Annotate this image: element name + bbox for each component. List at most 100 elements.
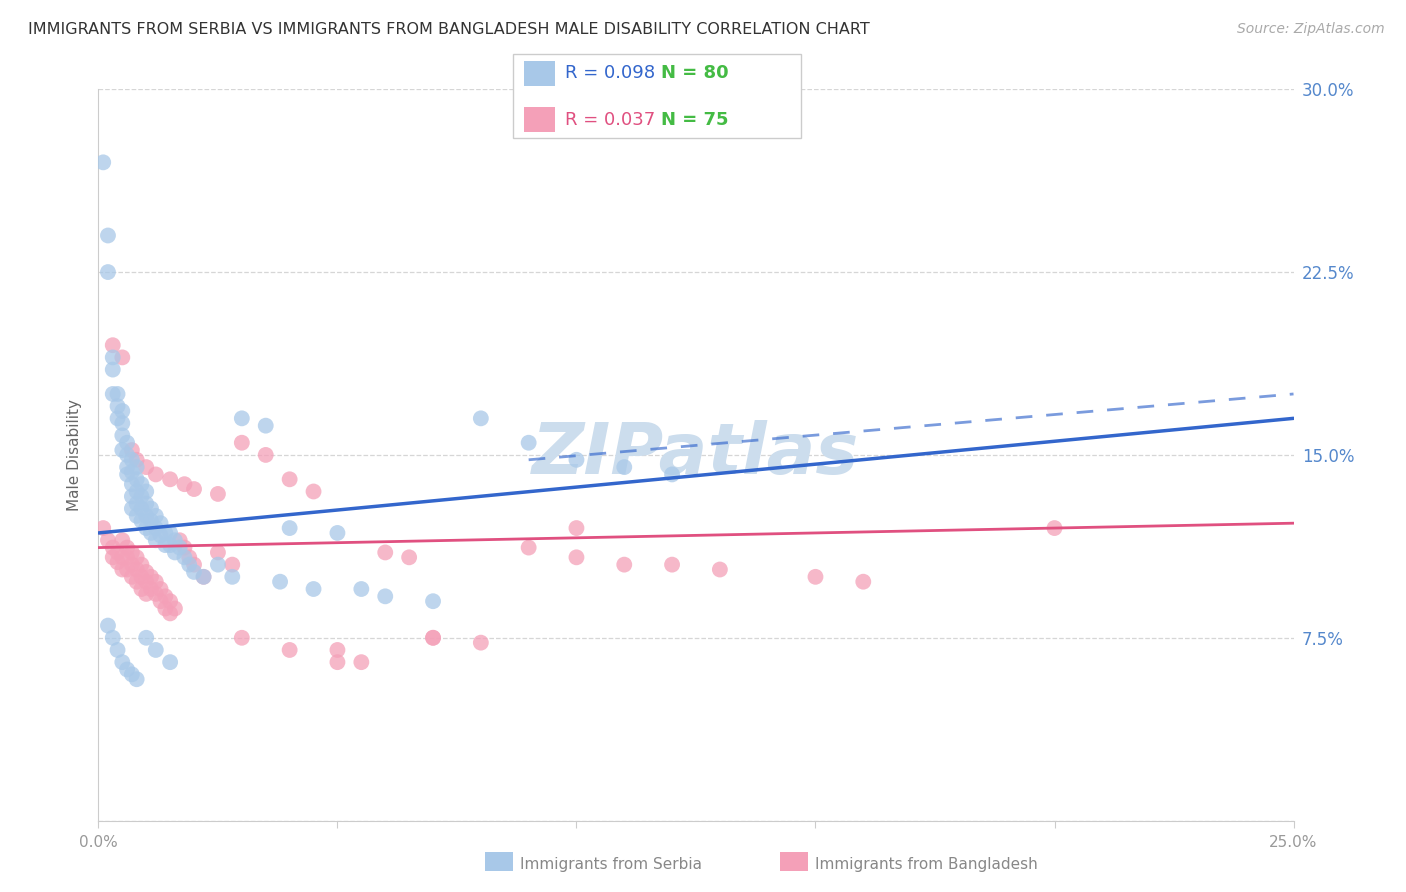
- Point: [131, 477, 153, 491]
- Point: [155, 590, 177, 604]
- Text: N = 75: N = 75: [661, 111, 728, 128]
- Point: [613, 460, 636, 475]
- Point: [115, 448, 138, 462]
- Point: [121, 570, 143, 584]
- Point: [139, 525, 162, 540]
- Point: [145, 467, 167, 482]
- Point: [709, 562, 731, 576]
- Point: [145, 508, 167, 523]
- Point: [115, 435, 138, 450]
- Point: [470, 411, 492, 425]
- Point: [97, 533, 120, 548]
- Point: [125, 452, 148, 467]
- Point: [139, 501, 162, 516]
- Point: [278, 521, 301, 535]
- Point: [159, 594, 181, 608]
- Y-axis label: Male Disability: Male Disability: [67, 399, 83, 511]
- Point: [145, 521, 167, 535]
- Text: Immigrants from Bangladesh: Immigrants from Bangladesh: [815, 857, 1038, 871]
- Point: [135, 508, 157, 523]
- Point: [101, 541, 124, 555]
- Point: [326, 655, 349, 669]
- Point: [131, 558, 153, 572]
- Point: [169, 541, 191, 555]
- Point: [111, 533, 134, 548]
- Point: [131, 570, 153, 584]
- Point: [107, 411, 129, 425]
- Point: [101, 387, 124, 401]
- Point: [163, 533, 186, 548]
- Point: [613, 558, 636, 572]
- Point: [422, 631, 444, 645]
- Point: [183, 565, 205, 579]
- Point: [231, 435, 253, 450]
- Point: [326, 525, 349, 540]
- Point: [135, 484, 157, 499]
- Point: [97, 228, 120, 243]
- Point: [139, 570, 162, 584]
- Point: [107, 643, 129, 657]
- Point: [1043, 521, 1066, 535]
- Point: [302, 484, 325, 499]
- Point: [565, 521, 588, 535]
- Point: [183, 558, 205, 572]
- Point: [173, 477, 195, 491]
- Point: [135, 521, 157, 535]
- Point: [422, 594, 444, 608]
- Point: [91, 521, 114, 535]
- Point: [135, 497, 157, 511]
- Point: [101, 362, 124, 376]
- Point: [159, 472, 181, 486]
- Point: [139, 514, 162, 528]
- Point: [149, 594, 172, 608]
- Point: [326, 643, 349, 657]
- Point: [350, 582, 373, 596]
- Point: [121, 489, 143, 503]
- Text: ZIPatlas: ZIPatlas: [533, 420, 859, 490]
- Point: [163, 601, 186, 615]
- Text: Source: ZipAtlas.com: Source: ZipAtlas.com: [1237, 22, 1385, 37]
- Point: [121, 501, 143, 516]
- Point: [111, 351, 134, 365]
- Point: [155, 601, 177, 615]
- Point: [374, 545, 396, 559]
- Point: [269, 574, 291, 589]
- Point: [125, 460, 148, 475]
- Point: [111, 428, 134, 442]
- Point: [107, 545, 129, 559]
- Point: [159, 538, 181, 552]
- Point: [221, 558, 243, 572]
- Point: [121, 452, 143, 467]
- Point: [131, 582, 153, 596]
- Point: [159, 655, 181, 669]
- Point: [221, 570, 243, 584]
- Point: [121, 558, 143, 572]
- Point: [231, 631, 253, 645]
- Point: [125, 574, 148, 589]
- Point: [145, 533, 167, 548]
- Text: R = 0.098: R = 0.098: [565, 64, 655, 82]
- Point: [278, 472, 301, 486]
- Point: [163, 545, 186, 559]
- Point: [101, 351, 124, 365]
- Text: IMMIGRANTS FROM SERBIA VS IMMIGRANTS FROM BANGLADESH MALE DISABILITY CORRELATION: IMMIGRANTS FROM SERBIA VS IMMIGRANTS FRO…: [28, 22, 870, 37]
- Point: [145, 643, 167, 657]
- Point: [302, 582, 325, 596]
- Point: [115, 562, 138, 576]
- Point: [155, 525, 177, 540]
- Point: [254, 418, 277, 433]
- Point: [131, 514, 153, 528]
- Point: [470, 635, 492, 649]
- Point: [115, 663, 138, 677]
- Point: [125, 562, 148, 576]
- Point: [135, 565, 157, 579]
- Point: [661, 558, 683, 572]
- Point: [422, 631, 444, 645]
- Point: [135, 631, 157, 645]
- Point: [350, 655, 373, 669]
- Point: [125, 550, 148, 565]
- Point: [207, 487, 229, 501]
- Point: [121, 545, 143, 559]
- Text: N = 80: N = 80: [661, 64, 728, 82]
- Text: R = 0.037: R = 0.037: [565, 111, 655, 128]
